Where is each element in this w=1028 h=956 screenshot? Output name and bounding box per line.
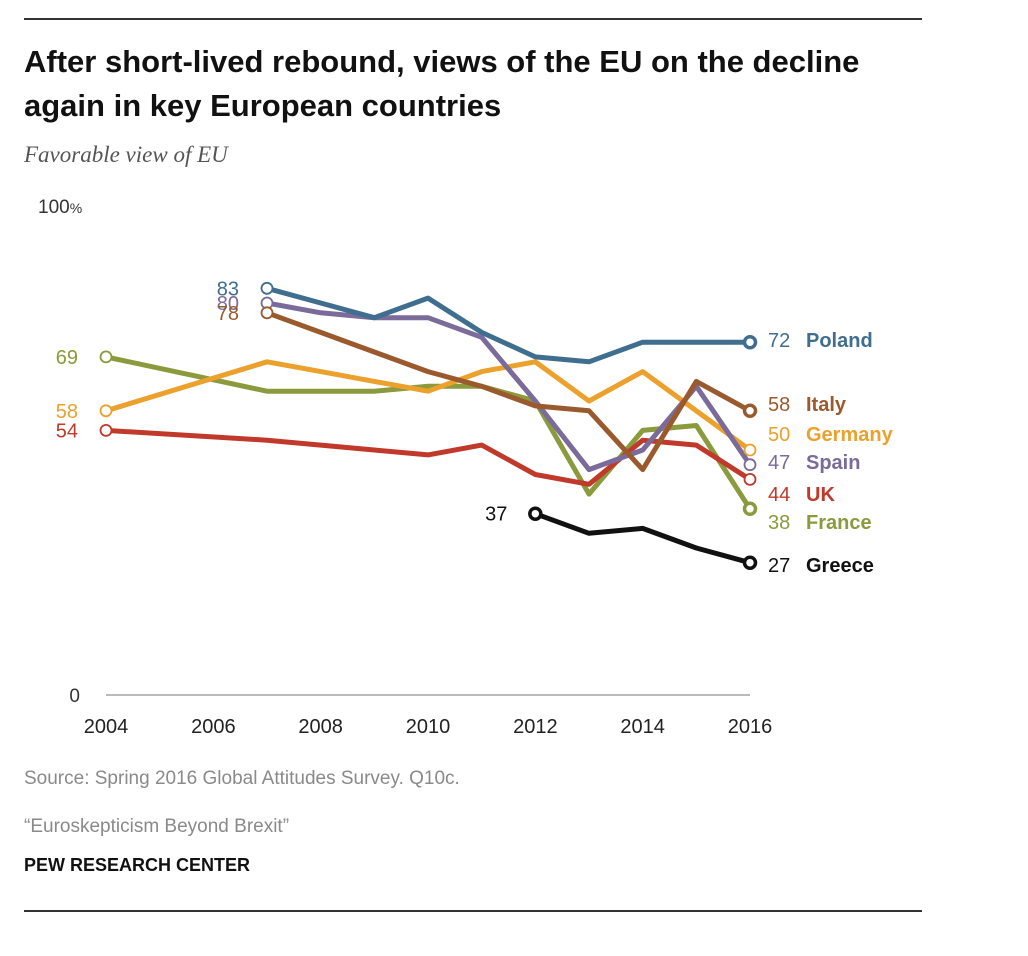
legend-label-spain: Spain [806, 452, 860, 474]
end-value-label-greece: 27 [768, 555, 790, 577]
bottom-rule [24, 910, 922, 912]
data-label-germany-2004: 58 [56, 401, 78, 423]
end-value-label-spain: 47 [768, 452, 790, 474]
legend-label-greece: Greece [806, 555, 874, 577]
data-point-poland-2007 [260, 281, 274, 295]
legend-label-poland: Poland [806, 330, 873, 352]
data-label-france-2004: 69 [56, 347, 78, 369]
end-value-label-poland: 72 [768, 330, 790, 352]
x-tick-label-2006: 2006 [191, 716, 236, 738]
chart-subtitle: Favorable view of EU [24, 142, 228, 167]
data-point-greece-2016 [742, 555, 758, 570]
data-point-poland-2016 [742, 334, 758, 350]
data-label-poland-2007: 83 [217, 278, 239, 300]
x-tick-label-2010: 2010 [406, 716, 451, 738]
data-point-greece-2012 [528, 506, 543, 521]
x-tick-label-2004: 2004 [84, 716, 129, 738]
top-rule [24, 18, 922, 20]
series-line-spain [264, 300, 753, 473]
data-point-germany-2004 [99, 404, 113, 418]
legend-label-germany: Germany [806, 424, 894, 446]
data-label-italy-2007: 78 [217, 303, 239, 325]
end-value-label-italy: 58 [768, 394, 790, 416]
y-tick-label-100: 100% [38, 197, 82, 218]
series-line-germany [103, 359, 753, 453]
source-note: Source: Spring 2016 Global Attitudes Sur… [24, 768, 460, 789]
legend-label-uk: UK [806, 484, 835, 506]
data-point-italy-2016 [742, 403, 758, 419]
x-tick-label-2008: 2008 [298, 716, 343, 738]
data-point-france-2016 [742, 501, 758, 517]
x-tick-label-2012: 2012 [513, 716, 558, 738]
y-tick-label-0: 0 [69, 686, 80, 707]
data-label-spain-2007: 80 [217, 293, 239, 315]
data-point-germany-2016 [743, 443, 757, 457]
end-value-label-france: 38 [768, 512, 790, 534]
legend-label-italy: Italy [806, 394, 847, 416]
data-label-greece-2012: 37 [485, 504, 507, 526]
data-point-uk-2004 [99, 423, 113, 437]
series-line-greece [532, 511, 753, 566]
data-point-italy-2007 [260, 306, 274, 320]
data-label-uk-2004: 54 [56, 420, 78, 442]
chart-title: After short-lived rebound, views of the … [24, 44, 860, 123]
data-point-uk-2016 [743, 472, 757, 486]
data-point-spain-2016 [743, 458, 757, 472]
x-tick-label-2016: 2016 [728, 716, 773, 738]
report-title: “Euroskepticism Beyond Brexit” [24, 816, 290, 837]
legend-label-france: France [806, 512, 872, 534]
end-value-label-uk: 44 [768, 484, 790, 506]
series-line-italy [264, 310, 753, 473]
series-line-poland [264, 285, 753, 365]
data-point-france-2004 [99, 350, 113, 364]
x-tick-label-2014: 2014 [620, 716, 665, 738]
end-value-label-germany: 50 [768, 424, 790, 446]
org-name: PEW RESEARCH CENTER [24, 855, 251, 875]
